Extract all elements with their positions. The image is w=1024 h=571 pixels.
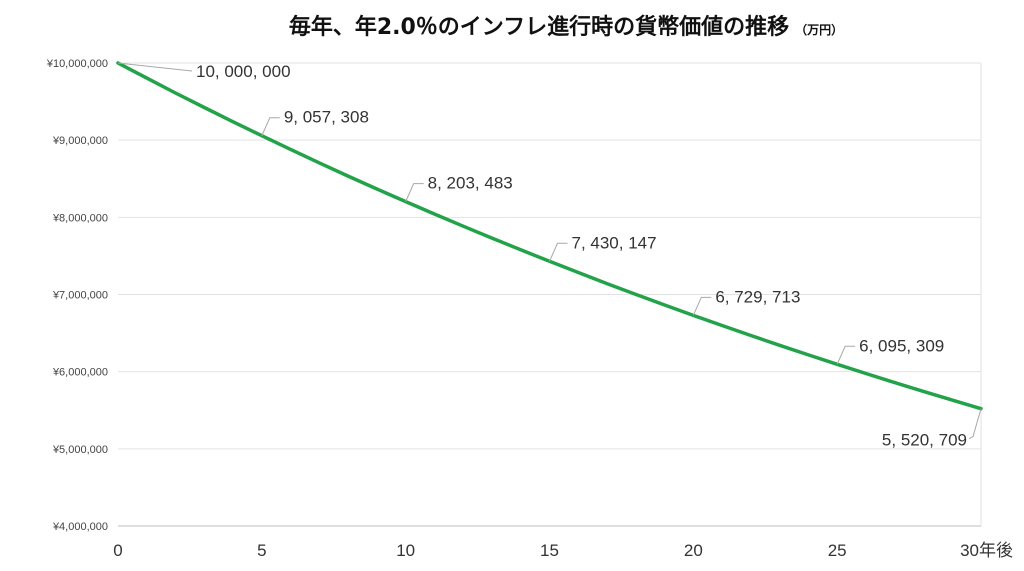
data-label-leader bbox=[405, 183, 424, 202]
series-line bbox=[116, 61, 983, 411]
y-tick-label: ¥10,000,000 bbox=[46, 58, 108, 70]
x-tick-label: 20 bbox=[684, 541, 703, 560]
x-tick-label: 25 bbox=[828, 541, 847, 560]
data-label: 9, 057, 308 bbox=[284, 108, 369, 127]
data-label-leader bbox=[692, 296, 712, 316]
x-tick-label: 5 bbox=[257, 541, 266, 560]
data-label-leader bbox=[968, 408, 982, 440]
svg-text:毎年、年2.0％のインフレ進行時の貨幣価値の推移（万円）: 毎年、年2.0％のインフレ進行時の貨幣価値の推移 （万円） bbox=[289, 14, 843, 40]
chart-title: 毎年、年2.0％のインフレ進行時の貨幣価値の推移 bbox=[289, 14, 789, 40]
x-tick-label: 15 bbox=[540, 541, 559, 560]
data-label: 8, 203, 483 bbox=[428, 174, 513, 193]
y-axis-ticks: ¥10,000,000 ¥9,000,000 ¥8,000,000 ¥7,000,00… bbox=[46, 58, 108, 533]
data-label: 5, 520, 709 bbox=[882, 431, 967, 450]
series-layer bbox=[116, 61, 983, 411]
x-axis-ticks: 0 5 10 15 20 25 30年後 bbox=[113, 541, 1013, 560]
y-tick-label: ¥9,000,000 bbox=[52, 135, 108, 147]
data-label: 6, 095, 309 bbox=[859, 336, 944, 355]
y-tick-label: ¥5,000,000 bbox=[52, 444, 108, 456]
chart-title-unit: （万円） bbox=[795, 22, 843, 37]
data-label: 6, 729, 713 bbox=[715, 287, 800, 306]
y-tick-label: ¥8,000,000 bbox=[52, 212, 108, 224]
data-label-leader bbox=[261, 117, 280, 136]
data-label-leader bbox=[836, 345, 856, 365]
y-tick-label: ¥7,000,000 bbox=[52, 290, 108, 302]
x-tick-label: 10 bbox=[396, 541, 415, 560]
y-tick-label: ¥4,000,000 bbox=[52, 521, 108, 533]
data-label: 7, 430, 147 bbox=[572, 233, 657, 252]
data-label-leader bbox=[549, 242, 568, 262]
grid-lines bbox=[118, 62, 982, 527]
data-labels: 10, 000, 000 9, 057, 308 8, 203, 483 7, 430… bbox=[117, 62, 982, 450]
data-label-leader bbox=[117, 62, 193, 72]
y-tick-label: ¥6,000,000 bbox=[52, 367, 108, 379]
data-label: 10, 000, 000 bbox=[196, 62, 291, 81]
x-tick-label: 0 bbox=[113, 541, 122, 560]
x-tick-label: 30年後 bbox=[960, 541, 1013, 560]
